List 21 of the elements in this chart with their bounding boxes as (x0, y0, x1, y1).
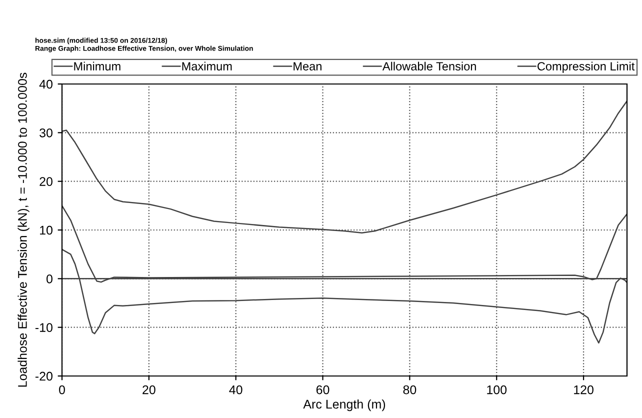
legend-label: Maximum (182, 62, 232, 70)
legend-label: Compression Limit (538, 62, 635, 73)
x-axis-title: Arc Length (m) (303, 399, 386, 412)
x-tick-label: 120 (574, 385, 594, 394)
x-tick-label: 0 (59, 385, 65, 394)
legend-label: Minimum (74, 62, 120, 70)
x-tick-label: 20 (142, 385, 156, 394)
y-tick-label: -20 (35, 372, 52, 381)
y-tick-label: 40 (39, 80, 52, 89)
y-tick-label: 0 (46, 274, 52, 284)
legend-label: Allowable Tension (382, 62, 476, 70)
y-tick-label: 20 (40, 177, 52, 186)
x-tick-label: 60 (316, 385, 330, 394)
x-tick-label: 40 (229, 385, 242, 394)
y-axis-title: Loadhose Effective Tension (kN), t = -10.000 to 100.000s (18, 72, 30, 387)
legend-label: Mean (294, 62, 322, 70)
y-tick-label: -10 (35, 323, 52, 332)
x-tick-label: 80 (403, 385, 416, 394)
y-tick-label: 30 (40, 128, 52, 138)
y-tick-label: 10 (40, 226, 52, 235)
x-tick-label: 100 (487, 385, 507, 394)
